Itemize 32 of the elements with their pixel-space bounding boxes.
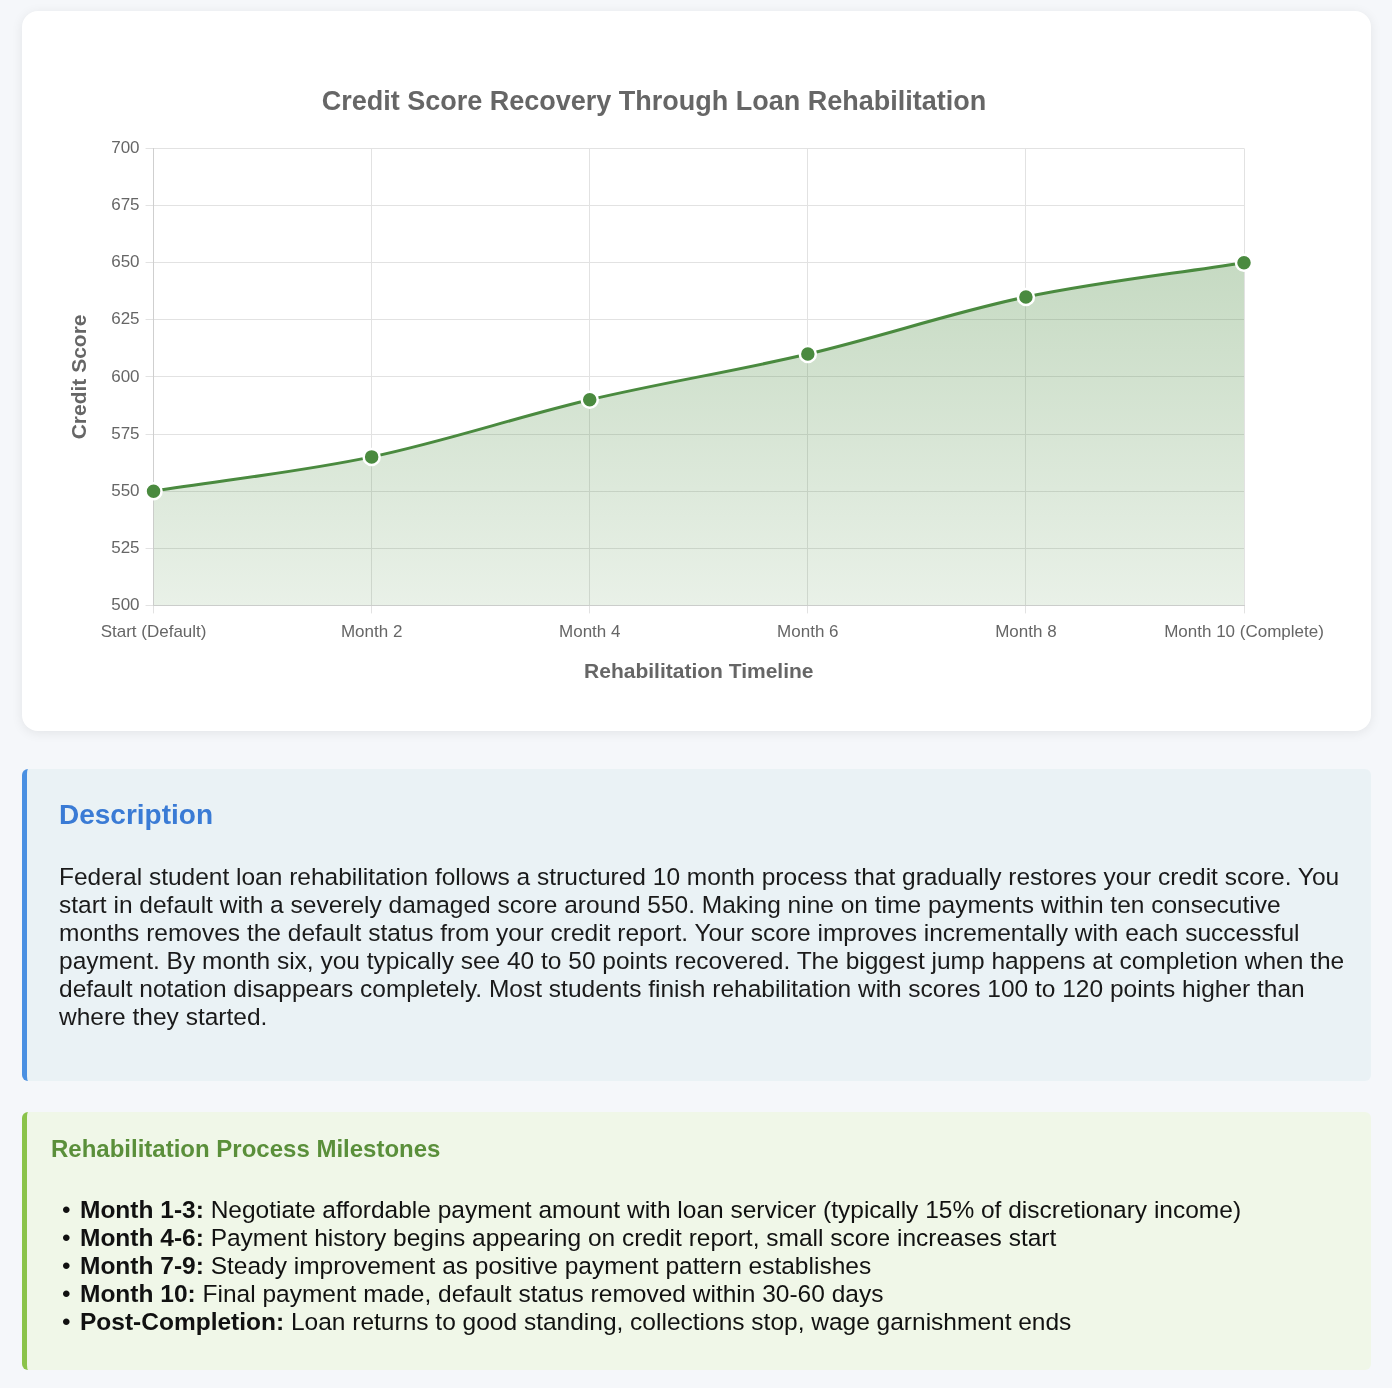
y-axis-title: Credit Score bbox=[67, 314, 91, 440]
x-tick-label: Start (Default) bbox=[100, 622, 207, 642]
text: Description bbox=[59, 798, 215, 832]
point bbox=[580, 390, 599, 409]
text: • Month 10: Final payment made, default status removed within 30-60 days bbox=[61, 1280, 885, 1308]
text: • Month 7-9: Steady improvement as positive payment pattern establishes bbox=[61, 1252, 873, 1280]
point bbox=[362, 447, 381, 467]
x-axis-title: Rehabilitation Timeline bbox=[584, 659, 814, 683]
y-tick-label: 700 bbox=[111, 138, 140, 158]
point bbox=[1016, 287, 1036, 307]
x-tick-label: Month 10 (Complete) bbox=[1164, 622, 1324, 642]
y-tick-label: 650 bbox=[111, 252, 140, 272]
x-tick-label: Month 4 bbox=[559, 622, 621, 642]
x-tick-label: Month 6 bbox=[777, 622, 839, 642]
y-tick-label: 500 bbox=[111, 595, 140, 615]
y-tick-label: 525 bbox=[111, 537, 140, 557]
chart-title: Credit Score Recovery Through Loan Rehabilitation bbox=[321, 85, 987, 116]
text: Rehabilitation Process Milestones bbox=[51, 1134, 442, 1164]
text: • Post-Completion: Loan returns to good standing, collections stop, wage garnishment ends bbox=[61, 1308, 1073, 1336]
x-tick-label: Month 8 bbox=[995, 622, 1057, 642]
x-tick-label: Month 2 bbox=[340, 622, 403, 642]
text: Federal student loan rehabilitation follows a structured 10 month process that gradually restores your credit score. You start in default with a severely damaged score around 550. Making nine on time payments within ten consecutive months removes the default status from your credit report. Your score improves incrementally with each successful payment. By month six, you typically see 40 to 50 points recovered. The biggest jump happens at completion when the default notation disappears completely. Most students finish rehabilitation with scores 100 to 120 points higher than where they started. bbox=[59, 863, 1346, 1031]
y-tick-label: 625 bbox=[111, 309, 140, 329]
point bbox=[798, 344, 818, 364]
text: • Month 1-3: Negotiate affordable payment amount with loan servicer (typically 15% of discretionary income) bbox=[61, 1196, 1243, 1224]
y-tick-label: 550 bbox=[111, 480, 140, 500]
y-tick-label: 600 bbox=[111, 366, 140, 386]
y-tick-label: 575 bbox=[111, 423, 140, 443]
point bbox=[144, 481, 163, 501]
point bbox=[1234, 253, 1254, 272]
text: • Month 4-6: Payment history begins appearing on credit report, small score increases start bbox=[61, 1224, 1058, 1252]
y-tick-label: 675 bbox=[111, 195, 140, 215]
